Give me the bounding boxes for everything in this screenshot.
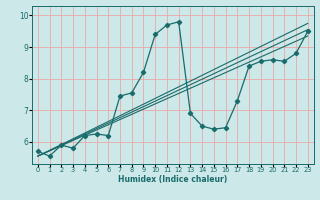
X-axis label: Humidex (Indice chaleur): Humidex (Indice chaleur) [118,175,228,184]
